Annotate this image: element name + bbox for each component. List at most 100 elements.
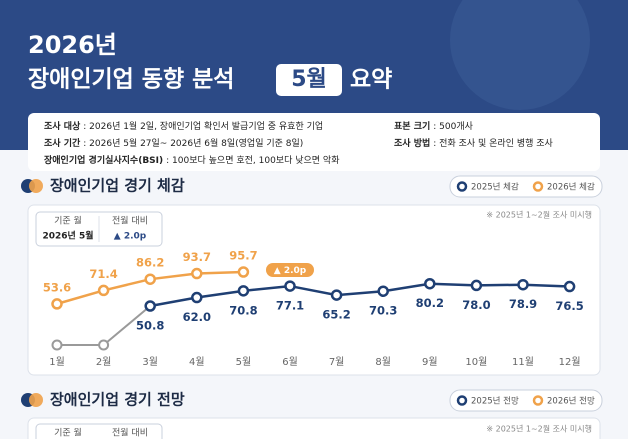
data-label: 70.3 bbox=[369, 304, 397, 318]
info-label: 전월 대비 bbox=[112, 215, 148, 227]
not-surveyed-point bbox=[98, 339, 110, 351]
survey-text: : 100보다 높으면 호전, 100보다 낮으면 악화 bbox=[166, 154, 339, 166]
survey-text: : 2026년 1월 2일, 장애인기업 확인서 발급기업 중 유효한 기업 bbox=[83, 120, 323, 132]
data-point bbox=[517, 278, 529, 291]
section-icon bbox=[29, 179, 43, 193]
x-tick-label: 4월 bbox=[189, 356, 205, 368]
info-label: 기준 월 bbox=[54, 427, 82, 439]
x-tick-label: 6월 bbox=[282, 356, 298, 368]
x-tick-label: 12월 bbox=[559, 356, 581, 368]
survey-line: 조사 대상: 2026년 1월 2일, 장애인기업 확인서 발급기업 중 유효한… bbox=[44, 120, 323, 132]
x-tick-label: 11월 bbox=[512, 356, 534, 368]
legend-marker bbox=[532, 395, 544, 406]
series-line bbox=[149, 282, 570, 308]
annotation: ▲ 2.0p bbox=[274, 266, 307, 276]
survey-label: 표본 크기 bbox=[394, 120, 430, 132]
data-point bbox=[191, 291, 203, 304]
info-label: 전월 대비 bbox=[112, 427, 148, 439]
header-decoration bbox=[450, 0, 590, 110]
survey-line: 조사 기간: 2026년 5월 27일~ 2026년 6월 8일(영업일 기준 … bbox=[44, 137, 303, 149]
x-tick-label: 9월 bbox=[422, 356, 438, 368]
survey-label: 조사 대상 bbox=[44, 120, 81, 132]
data-label: 95.7 bbox=[229, 249, 257, 263]
x-tick-label: 2월 bbox=[96, 356, 112, 368]
highlight-pill bbox=[276, 64, 342, 96]
data-point bbox=[237, 285, 250, 297]
data-label: 62.0 bbox=[183, 310, 211, 324]
data-point bbox=[424, 277, 436, 290]
info-value: ▲ 2.0p bbox=[114, 232, 147, 242]
survey-label: 장애인기업 경기실사지수(BSI) bbox=[44, 154, 163, 166]
header-title: 장애인기업 동향 분석 bbox=[28, 67, 234, 93]
survey-text: : 전화 조사 및 온라인 병행 조사 bbox=[433, 137, 553, 149]
survey-card bbox=[28, 113, 600, 171]
survey-line: 장애인기업 경기실사지수(BSI): 100보다 높으면 호전, 100보다 낮… bbox=[44, 154, 339, 166]
section-title: 장애인기업 경기 전망 bbox=[50, 391, 185, 409]
plot: 1월 2월 3월 4월 5월 6월 7월 8월 9월 10월 11월 12월 50.8 62.0 70.8 7… bbox=[43, 249, 584, 369]
data-label: 77.1 bbox=[276, 299, 304, 313]
data-point bbox=[563, 280, 576, 293]
data-label: 76.5 bbox=[555, 299, 583, 313]
data-label: 71.4 bbox=[89, 267, 117, 281]
chart-note: ※ 2025년 1~2월 조사 미시행 bbox=[486, 424, 592, 434]
survey-text: : 500개사 bbox=[433, 121, 473, 132]
x-tick-label: 10월 bbox=[465, 356, 487, 368]
survey-label: 조사 기간 bbox=[44, 137, 81, 149]
legend-label: 2026년 전망 bbox=[547, 396, 595, 407]
chart-card bbox=[27, 417, 601, 439]
legend-label: 2025년 전망 bbox=[471, 396, 519, 407]
data-label: 80.2 bbox=[416, 296, 444, 310]
data-label: 86.2 bbox=[136, 256, 164, 270]
legend-box bbox=[449, 175, 603, 198]
x-tick-label: 7월 bbox=[329, 356, 345, 368]
legend-label: 2026년 체감 bbox=[547, 182, 595, 193]
data-point bbox=[377, 285, 389, 297]
data-point bbox=[284, 280, 296, 292]
survey-text: : 2026년 5월 27일~ 2026년 6월 8일(영업일 기준 8일) bbox=[83, 137, 303, 149]
data-label: 78.0 bbox=[462, 298, 490, 312]
x-tick-label: 8월 bbox=[375, 356, 391, 368]
legend-label: 2025년 체감 bbox=[471, 182, 519, 193]
info-value: 2026년 5월 bbox=[42, 230, 93, 242]
survey-label: 조사 방법 bbox=[394, 137, 430, 149]
header-year: 2026년 bbox=[28, 31, 117, 59]
header-highlight: 5월 bbox=[291, 67, 327, 92]
x-tick-label: 5월 bbox=[236, 356, 252, 368]
data-point bbox=[470, 279, 483, 292]
data-point bbox=[237, 266, 250, 278]
data-label: 50.8 bbox=[136, 319, 164, 333]
data-label: 65.2 bbox=[322, 308, 350, 322]
survey-info: 조사 대상: 2026년 1월 2일, 장애인기업 확인서 발급기업 중 유효한… bbox=[44, 120, 554, 166]
legend-marker bbox=[532, 181, 544, 192]
header-title-end: 요약 bbox=[350, 67, 392, 93]
info-box bbox=[35, 423, 163, 439]
not-surveyed-point bbox=[51, 339, 63, 351]
chart-note: ※ 2025년 1~2월 조사 미시행 bbox=[486, 210, 592, 220]
data-point bbox=[191, 267, 203, 280]
legend: 2025년 체감 2026년 체감 bbox=[456, 181, 595, 193]
legend-marker bbox=[456, 181, 468, 192]
x-tick-label: 3월 bbox=[142, 356, 158, 368]
data-label: 70.8 bbox=[229, 303, 257, 317]
legend: 2025년 전망 2026년 전망 bbox=[456, 395, 595, 407]
data-label: 93.7 bbox=[183, 250, 211, 264]
data-point bbox=[97, 284, 110, 297]
section-title: 장애인기업 경기 체감 bbox=[50, 177, 185, 195]
info-label: 기준 월 bbox=[54, 215, 82, 227]
data-label: 78.9 bbox=[509, 297, 537, 311]
data-label: 53.6 bbox=[43, 280, 71, 294]
legend-marker bbox=[456, 395, 468, 406]
survey-line: 조사 방법: 전화 조사 및 온라인 병행 조사 bbox=[394, 137, 554, 149]
data-point bbox=[51, 298, 63, 310]
data-point bbox=[144, 273, 156, 285]
survey-line: 표본 크기: 500개사 bbox=[394, 120, 474, 132]
legend-box bbox=[449, 389, 603, 412]
annotation-badge bbox=[266, 263, 314, 277]
data-point bbox=[330, 289, 343, 301]
x-tick-label: 1월 bbox=[49, 356, 65, 368]
data-point bbox=[144, 300, 156, 312]
section-icon bbox=[29, 393, 43, 407]
